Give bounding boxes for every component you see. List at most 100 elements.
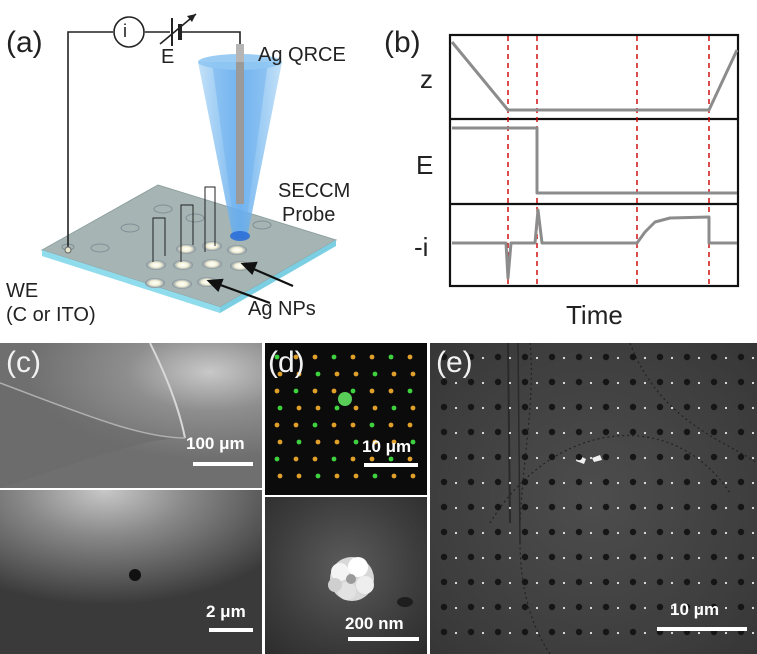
array-nanoparticle: [616, 356, 620, 360]
array-pit: [467, 378, 475, 386]
array-pit: [602, 628, 610, 636]
array-pit: [737, 403, 745, 411]
array-pit: [521, 628, 529, 636]
array-nanoparticle: [562, 456, 566, 460]
array-pit: [440, 628, 448, 636]
array-pit: [602, 378, 610, 386]
array-pit: [602, 478, 610, 486]
array-pit: [494, 553, 502, 561]
array-nanoparticle: [589, 531, 593, 535]
array-nanoparticle: [643, 531, 647, 535]
fluorescence-spot: [369, 456, 375, 462]
array-pit: [602, 553, 610, 561]
fluorescence-spot: [350, 354, 356, 360]
array-pit: [440, 478, 448, 486]
array-nanoparticle: [643, 606, 647, 610]
seccm-label: SECCM: [278, 180, 351, 202]
array-nanoparticle: [697, 356, 701, 360]
array-pit: [656, 528, 664, 536]
array-pit: [467, 528, 475, 536]
probe-path: [152, 186, 216, 262]
fluorescence-spot: [407, 388, 413, 394]
fluorescence-spot: [296, 439, 302, 445]
array-pit: [683, 578, 691, 586]
panel-b-label: (b): [384, 26, 421, 59]
array-pit: [575, 603, 583, 611]
array-pit: [494, 403, 502, 411]
seccm-probe: [198, 44, 282, 241]
array-nanoparticle: [481, 406, 485, 410]
array-pit: [440, 428, 448, 436]
fluorescence-spot: [315, 473, 321, 479]
panel-e-label: (e): [436, 346, 473, 379]
array-pit: [710, 453, 718, 461]
probe-tip-outline: [0, 343, 186, 488]
array-nanoparticle: [697, 631, 701, 635]
array-nanoparticle: [508, 481, 512, 485]
array-nanoparticle: [670, 456, 674, 460]
array-pit: [737, 578, 745, 586]
sem-probe-aperture-image: [0, 490, 262, 654]
array-pit: [440, 553, 448, 561]
scale-label-10um-d: 10 μm: [362, 437, 412, 456]
array-nanoparticle: [508, 581, 512, 585]
fluorescence-spot: [334, 371, 340, 377]
array-nanoparticle: [535, 356, 539, 360]
array-pit: [629, 453, 637, 461]
array-pit: [737, 428, 745, 436]
array-nanoparticle: [454, 606, 458, 610]
fluorescence-spot: [391, 473, 397, 479]
array-pit: [710, 553, 718, 561]
array-nanoparticle: [616, 381, 620, 385]
array-nanoparticle: [454, 531, 458, 535]
array-pit: [467, 353, 475, 361]
fluorescence-spot: [407, 354, 413, 360]
array-nanoparticle: [562, 581, 566, 585]
array-nanoparticle: [616, 506, 620, 510]
array-nanoparticle: [697, 381, 701, 385]
array-nanoparticle: [589, 431, 593, 435]
array-pit: [602, 428, 610, 436]
fluorescence-spot: [312, 354, 318, 360]
array-nanoparticle: [643, 381, 647, 385]
array-nanoparticle: [589, 631, 593, 635]
array-nanoparticle: [481, 456, 485, 460]
array-pit: [656, 553, 664, 561]
fluorescence-spot: [391, 405, 397, 411]
array-nanoparticle: [616, 481, 620, 485]
fluorescence-spot: [331, 422, 337, 428]
potential-symbol: E: [161, 46, 175, 68]
array-pit: [710, 528, 718, 536]
fluorescence-spot: [293, 354, 299, 360]
panel-d-label: (d): [268, 346, 305, 379]
array-nanoparticle: [589, 481, 593, 485]
array-pit: [548, 378, 556, 386]
array-nanoparticle: [535, 381, 539, 385]
array-nanoparticle: [724, 406, 728, 410]
array-pit: [494, 453, 502, 461]
fluorescence-spot: [388, 388, 394, 394]
current-symbol: i: [123, 21, 127, 41]
fluorescence-spot: [388, 354, 394, 360]
array-nanoparticle: [724, 456, 728, 460]
array-nanoparticle: [670, 581, 674, 585]
array-pit: [521, 503, 529, 511]
fluorescence-spot: [369, 354, 375, 360]
array-pit: [683, 378, 691, 386]
array-nanoparticle: [535, 631, 539, 635]
array-pit: [737, 353, 745, 361]
scale-label-100um: 100 μm: [186, 434, 245, 453]
array-nanoparticle: [508, 531, 512, 535]
array-pit: [710, 378, 718, 386]
array-nanoparticle: [643, 631, 647, 635]
array-nanoparticle: [751, 631, 755, 635]
array-pit: [656, 603, 664, 611]
array-pit: [467, 628, 475, 636]
fluorescence-spot: [293, 456, 299, 462]
array-pit: [548, 603, 556, 611]
array-pit: [629, 353, 637, 361]
fluorescence-spot: [410, 473, 416, 479]
ag-nps-label: Ag NPs: [248, 298, 316, 320]
array-pit: [467, 553, 475, 561]
fluorescence-spot: [372, 439, 378, 445]
